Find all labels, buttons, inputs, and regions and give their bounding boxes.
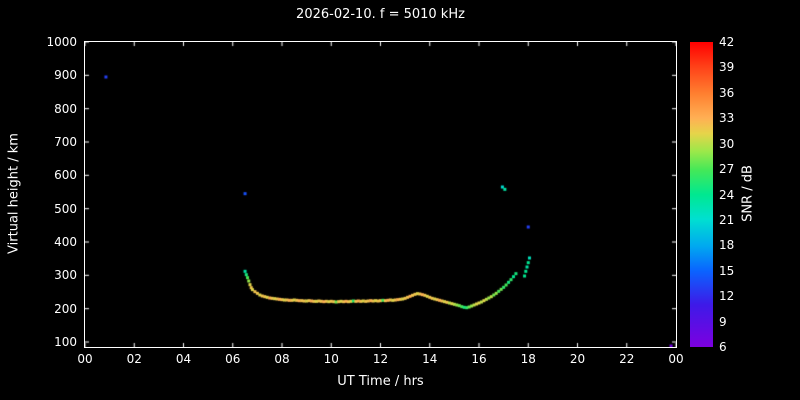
y-tick-label: 500: [54, 201, 77, 216]
colorbar-tick-label: 15: [719, 263, 735, 278]
colorbar-tick-label: 30: [719, 136, 735, 151]
colorbar-tick-label: 9: [719, 314, 727, 329]
colorbar-tick-label: 36: [719, 85, 735, 100]
x-tick-label: 08: [274, 352, 290, 366]
colorbar-gradient: [690, 42, 713, 347]
x-tick-label: 02: [126, 352, 142, 366]
colorbar-tick-label: 42: [719, 35, 735, 49]
y-tick-label: 400: [54, 235, 77, 249]
colorbar-label: SNR / dB: [740, 165, 756, 222]
x-tick-label: 20: [569, 352, 586, 366]
colorbar-tick-label: 39: [719, 60, 735, 75]
x-tick-label: 16: [471, 352, 487, 366]
colorbar-tick-label: 18: [719, 238, 735, 253]
x-tick-label: 10: [323, 352, 339, 366]
y-tick-label: 200: [54, 301, 77, 316]
x-tick-label: 18: [520, 352, 536, 366]
y-axis-label: Virtual height / km: [6, 133, 22, 254]
x-tick-label: 06: [225, 352, 241, 366]
y-tick-label: 600: [54, 168, 77, 183]
y-tick-label: 800: [54, 101, 77, 116]
x-tick-label: 00: [668, 352, 684, 366]
y-tick-label: 700: [54, 135, 77, 149]
colorbar-tick-label: 27: [719, 162, 735, 177]
plot-canvas: [85, 42, 676, 347]
y-tick-label: 1000: [46, 35, 77, 49]
x-tick-label: 14: [422, 352, 438, 366]
colorbar-tick-label: 21: [719, 212, 735, 227]
x-tick-label: 12: [372, 352, 389, 366]
y-tick-label: 300: [54, 268, 77, 283]
colorbar-tick-label: 33: [719, 111, 735, 126]
chart-title: 2026-02-10. f = 5010 kHz: [296, 7, 465, 22]
colorbar-tick-label: 12: [719, 289, 735, 304]
x-tick-label: 22: [619, 352, 635, 366]
colorbar-tick-label: 6: [719, 340, 727, 354]
x-tick-label: 04: [175, 352, 192, 366]
y-tick-label: 900: [54, 68, 77, 83]
colorbar-tick-label: 24: [719, 187, 735, 202]
x-tick-label: 00: [77, 352, 93, 366]
x-axis-label: UT Time / hrs: [337, 374, 424, 389]
y-tick-label: 100: [54, 335, 77, 349]
